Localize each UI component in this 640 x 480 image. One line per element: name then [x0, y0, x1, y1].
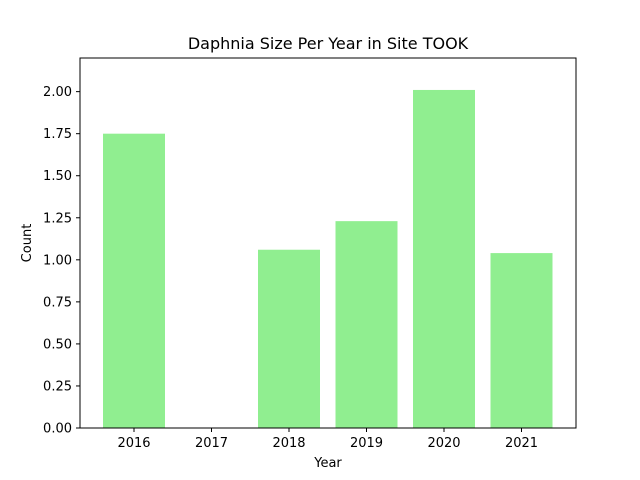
x-tick-label: 2018	[272, 436, 305, 451]
x-tick-label: 2020	[427, 436, 460, 451]
x-axis-ticks: 2016 2017 2018 2019 2020 2021	[117, 428, 538, 451]
y-axis-ticks: 0.00 0.25 0.50 0.75 1.00 1.25 1.50 1.75 2.00	[43, 85, 80, 437]
y-tick-label: 0.75	[43, 295, 72, 310]
y-tick-label: 0.00	[43, 422, 72, 437]
x-tick-label: 2017	[195, 436, 228, 451]
plot-frame	[79, 57, 577, 429]
y-tick-label: 1.50	[43, 169, 72, 184]
y-tick-label: 1.75	[43, 127, 72, 142]
bar-2016	[103, 133, 165, 428]
y-tick-label: 2.00	[43, 85, 72, 100]
bar-2020	[413, 89, 475, 428]
x-tick-label: 2016	[117, 436, 150, 451]
y-tick-label: 1.00	[43, 253, 72, 268]
y-tick-label: 1.25	[43, 211, 72, 226]
y-axis-label: Count	[20, 224, 35, 263]
x-tick-label: 2021	[505, 436, 538, 451]
x-tick-label: 2019	[350, 436, 383, 451]
bars-layer	[103, 89, 553, 428]
bar-2021	[490, 253, 553, 428]
bar-2019	[335, 221, 398, 428]
x-axis-label: Year	[313, 456, 342, 471]
y-tick-label: 0.25	[43, 379, 72, 394]
chart-title: Daphnia Size Per Year in Site TOOK	[188, 34, 469, 53]
bar-2018	[258, 249, 320, 428]
y-tick-label: 0.50	[43, 337, 72, 352]
